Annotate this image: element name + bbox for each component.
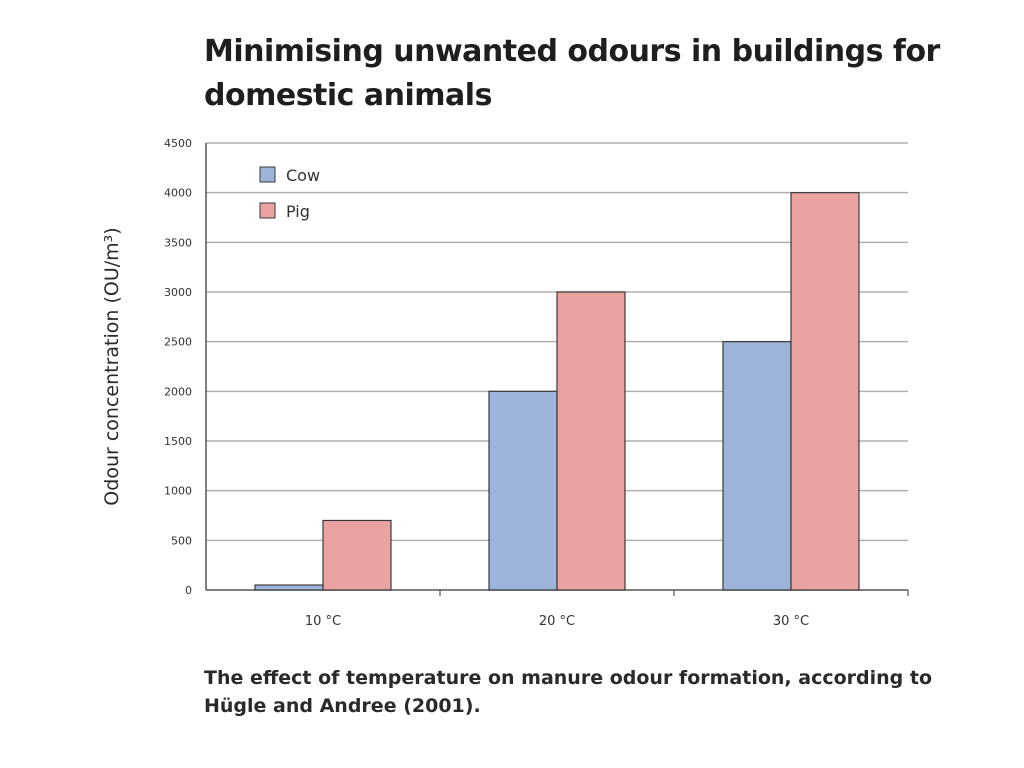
y-tick-label: 3000 — [164, 286, 192, 299]
chart-caption: The effect of temperature on manure odou… — [204, 667, 933, 717]
bar-pig-2 — [556, 291, 626, 591]
bar-pig-3 — [790, 192, 860, 591]
legend-label-cow: Cow — [286, 166, 320, 185]
y-tick-label: 1500 — [164, 435, 192, 448]
x-tick-label: 20 °C — [539, 614, 575, 629]
legend-swatch-cow — [259, 166, 276, 183]
x-tick-label: 10 °C — [305, 614, 341, 629]
y-tick-label: 2000 — [164, 385, 192, 398]
bar-cow-2 — [488, 390, 558, 591]
chart-title: Minimising unwanted odours in buildings … — [204, 34, 940, 113]
y-tick-label: 4500 — [164, 137, 192, 150]
legend-swatch-pig — [259, 202, 276, 219]
bar-pig-1 — [322, 519, 392, 591]
y-tick-label: 0 — [185, 584, 192, 597]
y-tick-label: 4000 — [164, 187, 192, 200]
bar-cow-3 — [722, 341, 792, 591]
y-tick-label: 3500 — [164, 236, 192, 249]
bar-cow-1 — [254, 584, 324, 591]
x-tick-label: 30 °C — [773, 614, 809, 629]
y-tick-label: 500 — [171, 534, 192, 547]
y-tick-label: 2500 — [164, 336, 192, 349]
y-tick-label: 1000 — [164, 485, 192, 498]
y-axis-title: Odour concentration (OU/m³) — [101, 227, 123, 505]
legend-label-pig: Pig — [286, 202, 310, 221]
